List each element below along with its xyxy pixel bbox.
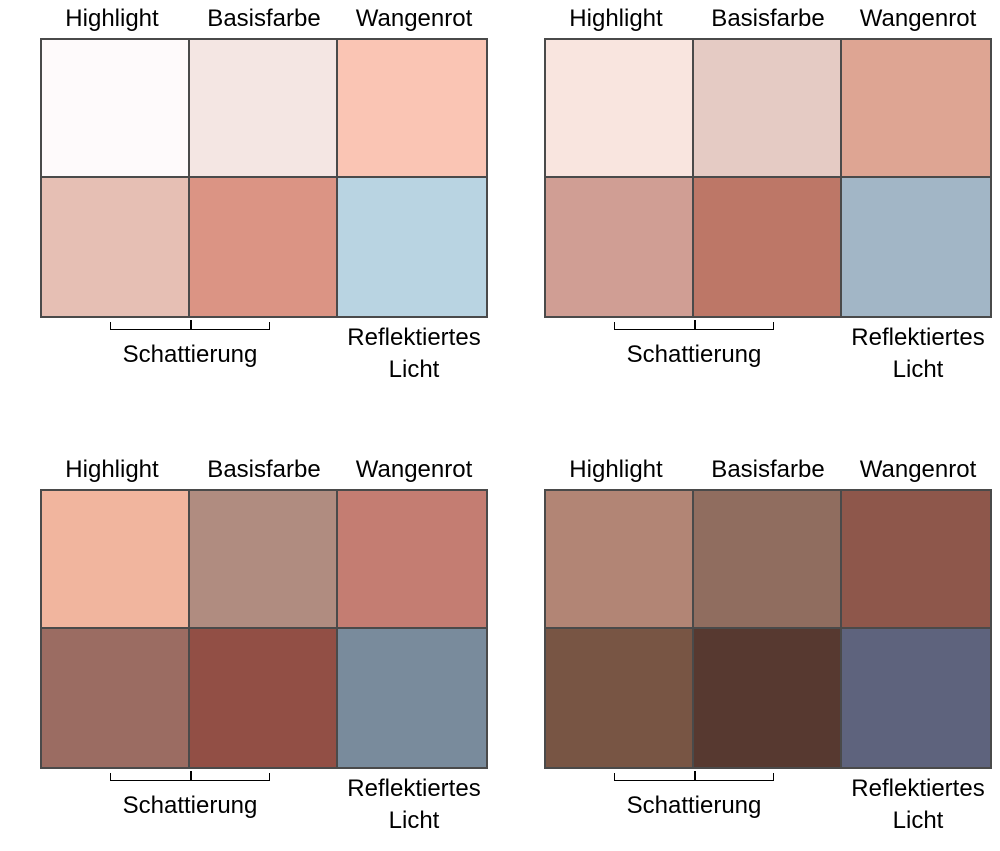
swatch-shade-light [546, 178, 694, 316]
swatch-highlight [546, 40, 694, 178]
swatch-basisfarbe [694, 40, 842, 178]
swatch-shade-dark [694, 178, 842, 316]
shade-label: Schattierung [122, 792, 258, 819]
swatch-reflected-light [842, 629, 990, 767]
header-wangenrot: Wangenrot [355, 5, 473, 32]
reflected-light-label: Reflektiertes Licht [851, 773, 984, 837]
swatch-wangenrot [338, 40, 486, 178]
reflected-light-line2: Licht [388, 807, 440, 834]
reflected-light-line1: Reflektiertes [851, 324, 985, 351]
header-highlight: Highlight [569, 5, 663, 32]
swatch-shade-dark [694, 629, 842, 767]
swatch-wangenrot [842, 491, 990, 629]
reflected-light-label: Reflektiertes Licht [347, 322, 480, 386]
swatch-wangenrot [842, 40, 990, 178]
header-basisfarbe: Basisfarbe [711, 5, 825, 32]
swatch-basisfarbe [190, 40, 338, 178]
swatch-highlight [42, 40, 190, 178]
palette-1: Highlight Basisfarbe Wangenrot Schattier… [38, 0, 494, 400]
palette-2: Highlight Basisfarbe Wangenrot Schattier… [542, 0, 998, 400]
reflected-light-label: Reflektiertes Licht [851, 322, 984, 386]
header-basisfarbe: Basisfarbe [207, 5, 321, 32]
header-highlight: Highlight [65, 456, 159, 483]
swatch-reflected-light [338, 629, 486, 767]
swatch-grid [40, 489, 488, 769]
shade-label: Schattierung [626, 341, 762, 368]
header-highlight: Highlight [569, 456, 663, 483]
swatch-grid [544, 489, 992, 769]
reflected-light-line1: Reflektiertes [851, 775, 985, 802]
header-wangenrot: Wangenrot [859, 456, 977, 483]
swatch-reflected-light [842, 178, 990, 316]
header-wangenrot: Wangenrot [355, 456, 473, 483]
swatch-shade-light [42, 178, 190, 316]
header-highlight: Highlight [65, 5, 159, 32]
swatch-shade-dark [190, 178, 338, 316]
reflected-light-line1: Reflektiertes [347, 775, 481, 802]
swatch-wangenrot [338, 491, 486, 629]
shade-bracket-tick [694, 771, 696, 781]
swatch-grid [40, 38, 488, 318]
header-basisfarbe: Basisfarbe [207, 456, 321, 483]
reflected-light-label: Reflektiertes Licht [347, 773, 480, 837]
swatch-highlight [42, 491, 190, 629]
swatch-grid [544, 38, 992, 318]
palette-4: Highlight Basisfarbe Wangenrot Schattier… [542, 451, 998, 851]
palette-3: Highlight Basisfarbe Wangenrot Schattier… [38, 451, 494, 851]
swatch-basisfarbe [694, 491, 842, 629]
shade-bracket-tick [694, 320, 696, 330]
swatch-reflected-light [338, 178, 486, 316]
shade-label: Schattierung [122, 341, 258, 368]
reflected-light-line1: Reflektiertes [347, 324, 481, 351]
shade-bracket-tick [190, 771, 192, 781]
swatch-shade-light [546, 629, 694, 767]
swatch-shade-dark [190, 629, 338, 767]
reflected-light-line2: Licht [892, 356, 944, 383]
header-basisfarbe: Basisfarbe [711, 456, 825, 483]
swatch-shade-light [42, 629, 190, 767]
shade-label: Schattierung [626, 792, 762, 819]
header-wangenrot: Wangenrot [859, 5, 977, 32]
reflected-light-line2: Licht [388, 356, 440, 383]
reflected-light-line2: Licht [892, 807, 944, 834]
swatch-basisfarbe [190, 491, 338, 629]
swatch-highlight [546, 491, 694, 629]
shade-bracket-tick [190, 320, 192, 330]
